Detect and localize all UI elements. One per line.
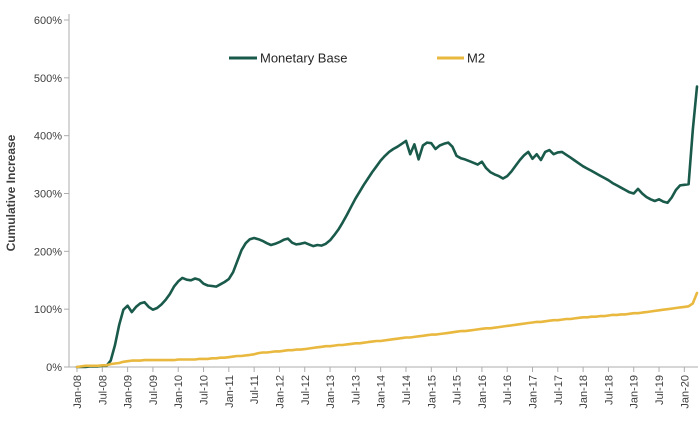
axes: 0% 100% 200% 300% 400% 500% 600% Jan-08 Jul-08 Ja… [34, 14, 698, 409]
x-tick-label: Jul-14 [401, 375, 413, 405]
x-tick-label: Jan-14 [376, 375, 388, 409]
x-tick-label: Jul-15 [452, 375, 464, 405]
x-tick-label: Jan-20 [679, 375, 691, 409]
x-tick-label: Jul-17 [553, 375, 565, 405]
x-tick-label: Jan-10 [173, 375, 185, 409]
x-tick-label: Jan-16 [477, 375, 489, 409]
x-tick-label: Jul-08 [97, 375, 109, 405]
y-tick-label: 0% [46, 362, 62, 374]
x-tick-label: Jan-08 [72, 375, 84, 409]
series-lines [75, 85, 699, 369]
x-tick-label: Jan-12 [274, 375, 286, 409]
x-tick-label: Jul-19 [654, 375, 666, 405]
x-tick-label: Jan-13 [325, 375, 337, 409]
y-tick-label: 100% [34, 304, 62, 316]
x-tick-label: Jul-12 [300, 375, 312, 405]
x-tick-label: Jan-15 [426, 375, 438, 409]
x-tick-label: Jul-10 [199, 375, 211, 405]
x-tick-label: Jul-11 [249, 375, 261, 404]
x-tick-label: Jan-17 [528, 375, 540, 409]
x-tick-label: Jan-18 [578, 375, 590, 409]
x-tick-label: Jan-11 [224, 375, 236, 408]
y-tick-label: 600% [34, 15, 62, 27]
x-tick-label: Jul-16 [502, 375, 514, 405]
x-tick-label: Jul-18 [603, 375, 615, 405]
y-tick-label: 200% [34, 246, 62, 258]
y-tick-label: 300% [34, 189, 62, 201]
x-tick-label: Jul-09 [148, 375, 160, 405]
y-tick-label: 500% [34, 73, 62, 85]
legend: Monetary Base M2 [229, 51, 485, 66]
y-axis-title: Cumulative Increase [4, 134, 18, 251]
legend-label-m2: M2 [467, 51, 485, 66]
legend-label-monetary-base: Monetary Base [260, 51, 347, 66]
y-tick-label: 400% [34, 131, 62, 143]
x-tick-label: Jul-13 [350, 375, 362, 405]
m2-line [75, 291, 699, 369]
x-tick-label: Jan-09 [123, 375, 135, 409]
monetary-base-line [75, 85, 699, 369]
x-tick-label: Jan-19 [629, 375, 641, 409]
